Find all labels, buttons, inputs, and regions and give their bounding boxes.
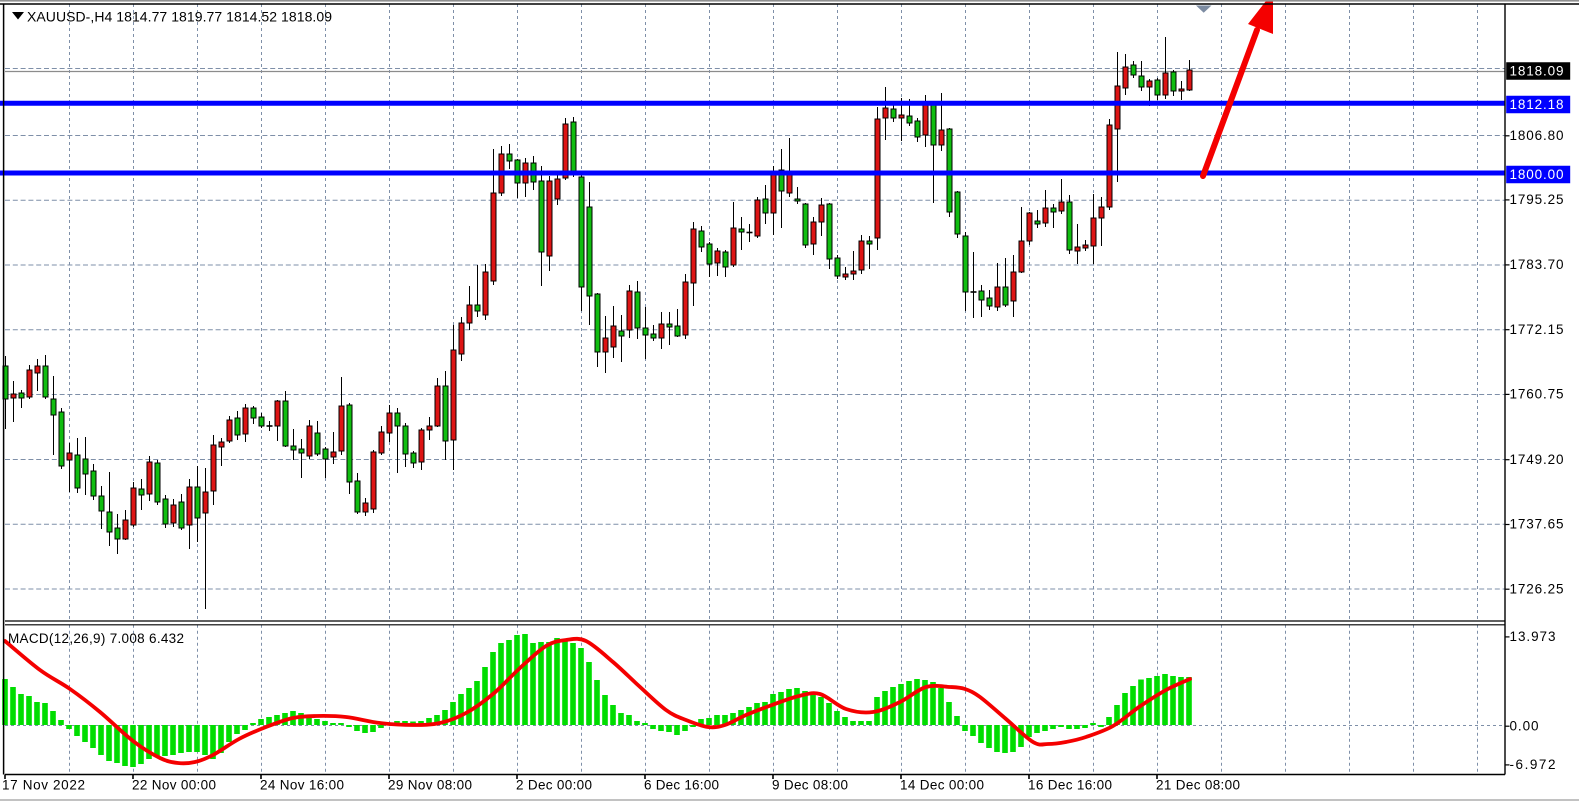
svg-text:XAUUSD-,H4 1814.77 1819.77 18: XAUUSD-,H4 1814.77 1819.77 1814.52 1818.… <box>27 9 332 25</box>
svg-text:1800.00: 1800.00 <box>1510 167 1564 182</box>
svg-text:0.00: 0.00 <box>1510 718 1539 733</box>
svg-text:1760.75: 1760.75 <box>1510 387 1564 402</box>
svg-text:1818.09: 1818.09 <box>1510 64 1564 79</box>
svg-text:1795.25: 1795.25 <box>1510 192 1564 207</box>
svg-text:1783.70: 1783.70 <box>1510 257 1564 272</box>
svg-text:2 Dec 00:00: 2 Dec 00:00 <box>516 778 592 793</box>
svg-text:6 Dec 16:00: 6 Dec 16:00 <box>644 778 719 793</box>
svg-text:24 Nov 16:00: 24 Nov 16:00 <box>260 778 344 793</box>
svg-text:14 Dec 00:00: 14 Dec 00:00 <box>900 778 984 793</box>
svg-text:13.973: 13.973 <box>1510 629 1556 644</box>
svg-text:1812.18: 1812.18 <box>1510 97 1564 112</box>
svg-text:-6.972: -6.972 <box>1510 757 1556 772</box>
svg-text:16 Dec 16:00: 16 Dec 16:00 <box>1028 778 1112 793</box>
svg-text:1749.20: 1749.20 <box>1510 452 1564 467</box>
svg-text:9 Dec 08:00: 9 Dec 08:00 <box>772 778 848 793</box>
svg-text:29 Nov 08:00: 29 Nov 08:00 <box>388 778 472 793</box>
svg-text:1772.15: 1772.15 <box>1510 322 1564 337</box>
svg-text:1726.25: 1726.25 <box>1510 581 1564 596</box>
svg-text:MACD(12,26,9) 7.008 6.432: MACD(12,26,9) 7.008 6.432 <box>8 631 184 646</box>
svg-text:1737.65: 1737.65 <box>1510 517 1564 532</box>
svg-text:1806.80: 1806.80 <box>1510 128 1564 143</box>
svg-text:17 Nov 2022: 17 Nov 2022 <box>2 778 85 793</box>
svg-text:21 Dec 08:00: 21 Dec 08:00 <box>1156 778 1240 793</box>
svg-text:22 Nov 00:00: 22 Nov 00:00 <box>132 778 216 793</box>
